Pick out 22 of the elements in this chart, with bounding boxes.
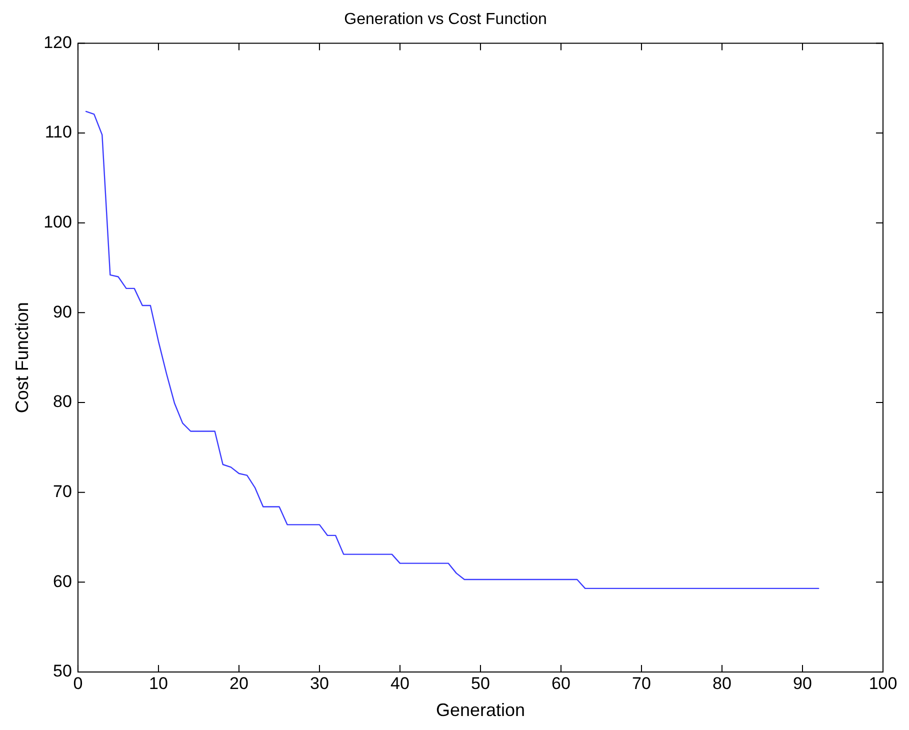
y-tick-label: 100 [44,212,72,232]
x-tick-label: 30 [310,674,329,693]
x-tick-label: 60 [552,674,570,693]
y-tick-label: 50 [53,662,72,681]
y-axis-title: Cost Function [12,302,32,414]
x-axis-title: Generation [436,700,526,720]
x-tick-label: 90 [793,674,812,693]
x-tick-label: 70 [632,674,651,693]
x-tick-label: 100 [868,674,898,693]
chart-title: Generation vs Cost Function [344,11,547,28]
x-tick-label: 80 [712,674,732,693]
x-tick-label: 50 [471,674,490,693]
y-tick-label: 120 [44,32,72,52]
x-tick-label: 20 [230,674,248,693]
y-tick-label: 60 [53,572,72,591]
y-tick-label: 80 [53,392,72,412]
y-tick-label: 90 [53,302,72,322]
x-tick-label: 0 [73,674,83,693]
x-tick-label: 40 [390,674,410,693]
x-tick-label: 10 [149,674,168,693]
y-tick-label: 110 [44,122,72,142]
y-tick-label: 70 [53,482,72,502]
